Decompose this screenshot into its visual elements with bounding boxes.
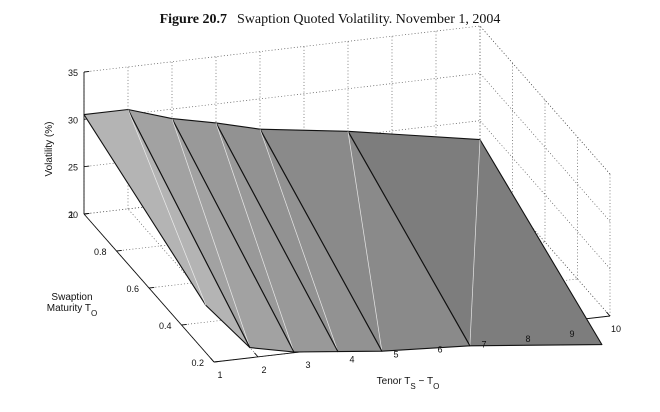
back-wall-grid-line <box>83 72 481 120</box>
facet-diagonal <box>215 122 295 353</box>
figure-number: Figure 20.7 <box>159 12 227 27</box>
x-tick-label: 5 <box>393 350 398 360</box>
x-tick-label: 2 <box>261 365 266 375</box>
x-tick-label: 1 <box>217 370 222 380</box>
x-tick-label: 6 <box>437 344 442 354</box>
box-edge-line <box>479 25 611 175</box>
y-tick-label: 0.2 <box>191 358 204 368</box>
facet-diagonal <box>259 129 339 352</box>
figure-caption: Swaption Quoted Volatility. November 1, … <box>237 12 501 27</box>
x-tick-label: 8 <box>525 334 530 344</box>
y-tick-mark <box>148 286 155 289</box>
facet-diagonal <box>171 118 251 348</box>
z-tick-mark <box>83 165 90 168</box>
facet-diagonal <box>127 109 207 306</box>
x-tick-label: 10 <box>611 324 621 334</box>
volatility-surface <box>83 108 603 353</box>
x-tick-label: 4 <box>349 355 354 365</box>
side-wall-grid-line <box>479 120 611 269</box>
x-tick-label: 9 <box>569 329 574 339</box>
x-tick-label: 7 <box>481 339 486 349</box>
facet-diagonal <box>469 139 481 346</box>
z-tick-label: 25 <box>68 163 78 173</box>
z-tick-label: 35 <box>68 68 78 78</box>
y-tick-mark <box>213 360 220 363</box>
y-tick-label: 0.4 <box>159 321 172 331</box>
figure-title: Figure 20.7 Swaption Quoted Volatility. N… <box>0 12 660 28</box>
facet-diagonal <box>347 131 383 352</box>
y-tick-mark <box>181 323 187 326</box>
y-tick-label: 0.6 <box>126 284 139 294</box>
x-tick-mark <box>606 311 611 317</box>
x-axis-label: Tenor TS − TO <box>377 376 440 391</box>
x-tick-label: 3 <box>305 360 310 370</box>
back-wall-grid-line <box>83 25 481 73</box>
z-tick-mark <box>83 70 90 73</box>
y-axis-label: Maturity TO <box>47 303 98 318</box>
y-axis-label: Swaption <box>51 292 92 303</box>
y-tick-mark <box>116 249 122 252</box>
y-tick-label: 1 <box>69 210 74 220</box>
y-tick-label: 0.8 <box>94 247 107 257</box>
z-tick-label: 20 <box>68 210 78 220</box>
x-tick-mark <box>210 357 215 363</box>
x-tick-mark <box>254 352 259 358</box>
side-wall-grid-line <box>479 73 611 222</box>
z-tick-label: 30 <box>68 115 78 125</box>
z-tick-mark <box>83 212 90 215</box>
z-axis-label: Volatility (%) <box>44 121 55 176</box>
